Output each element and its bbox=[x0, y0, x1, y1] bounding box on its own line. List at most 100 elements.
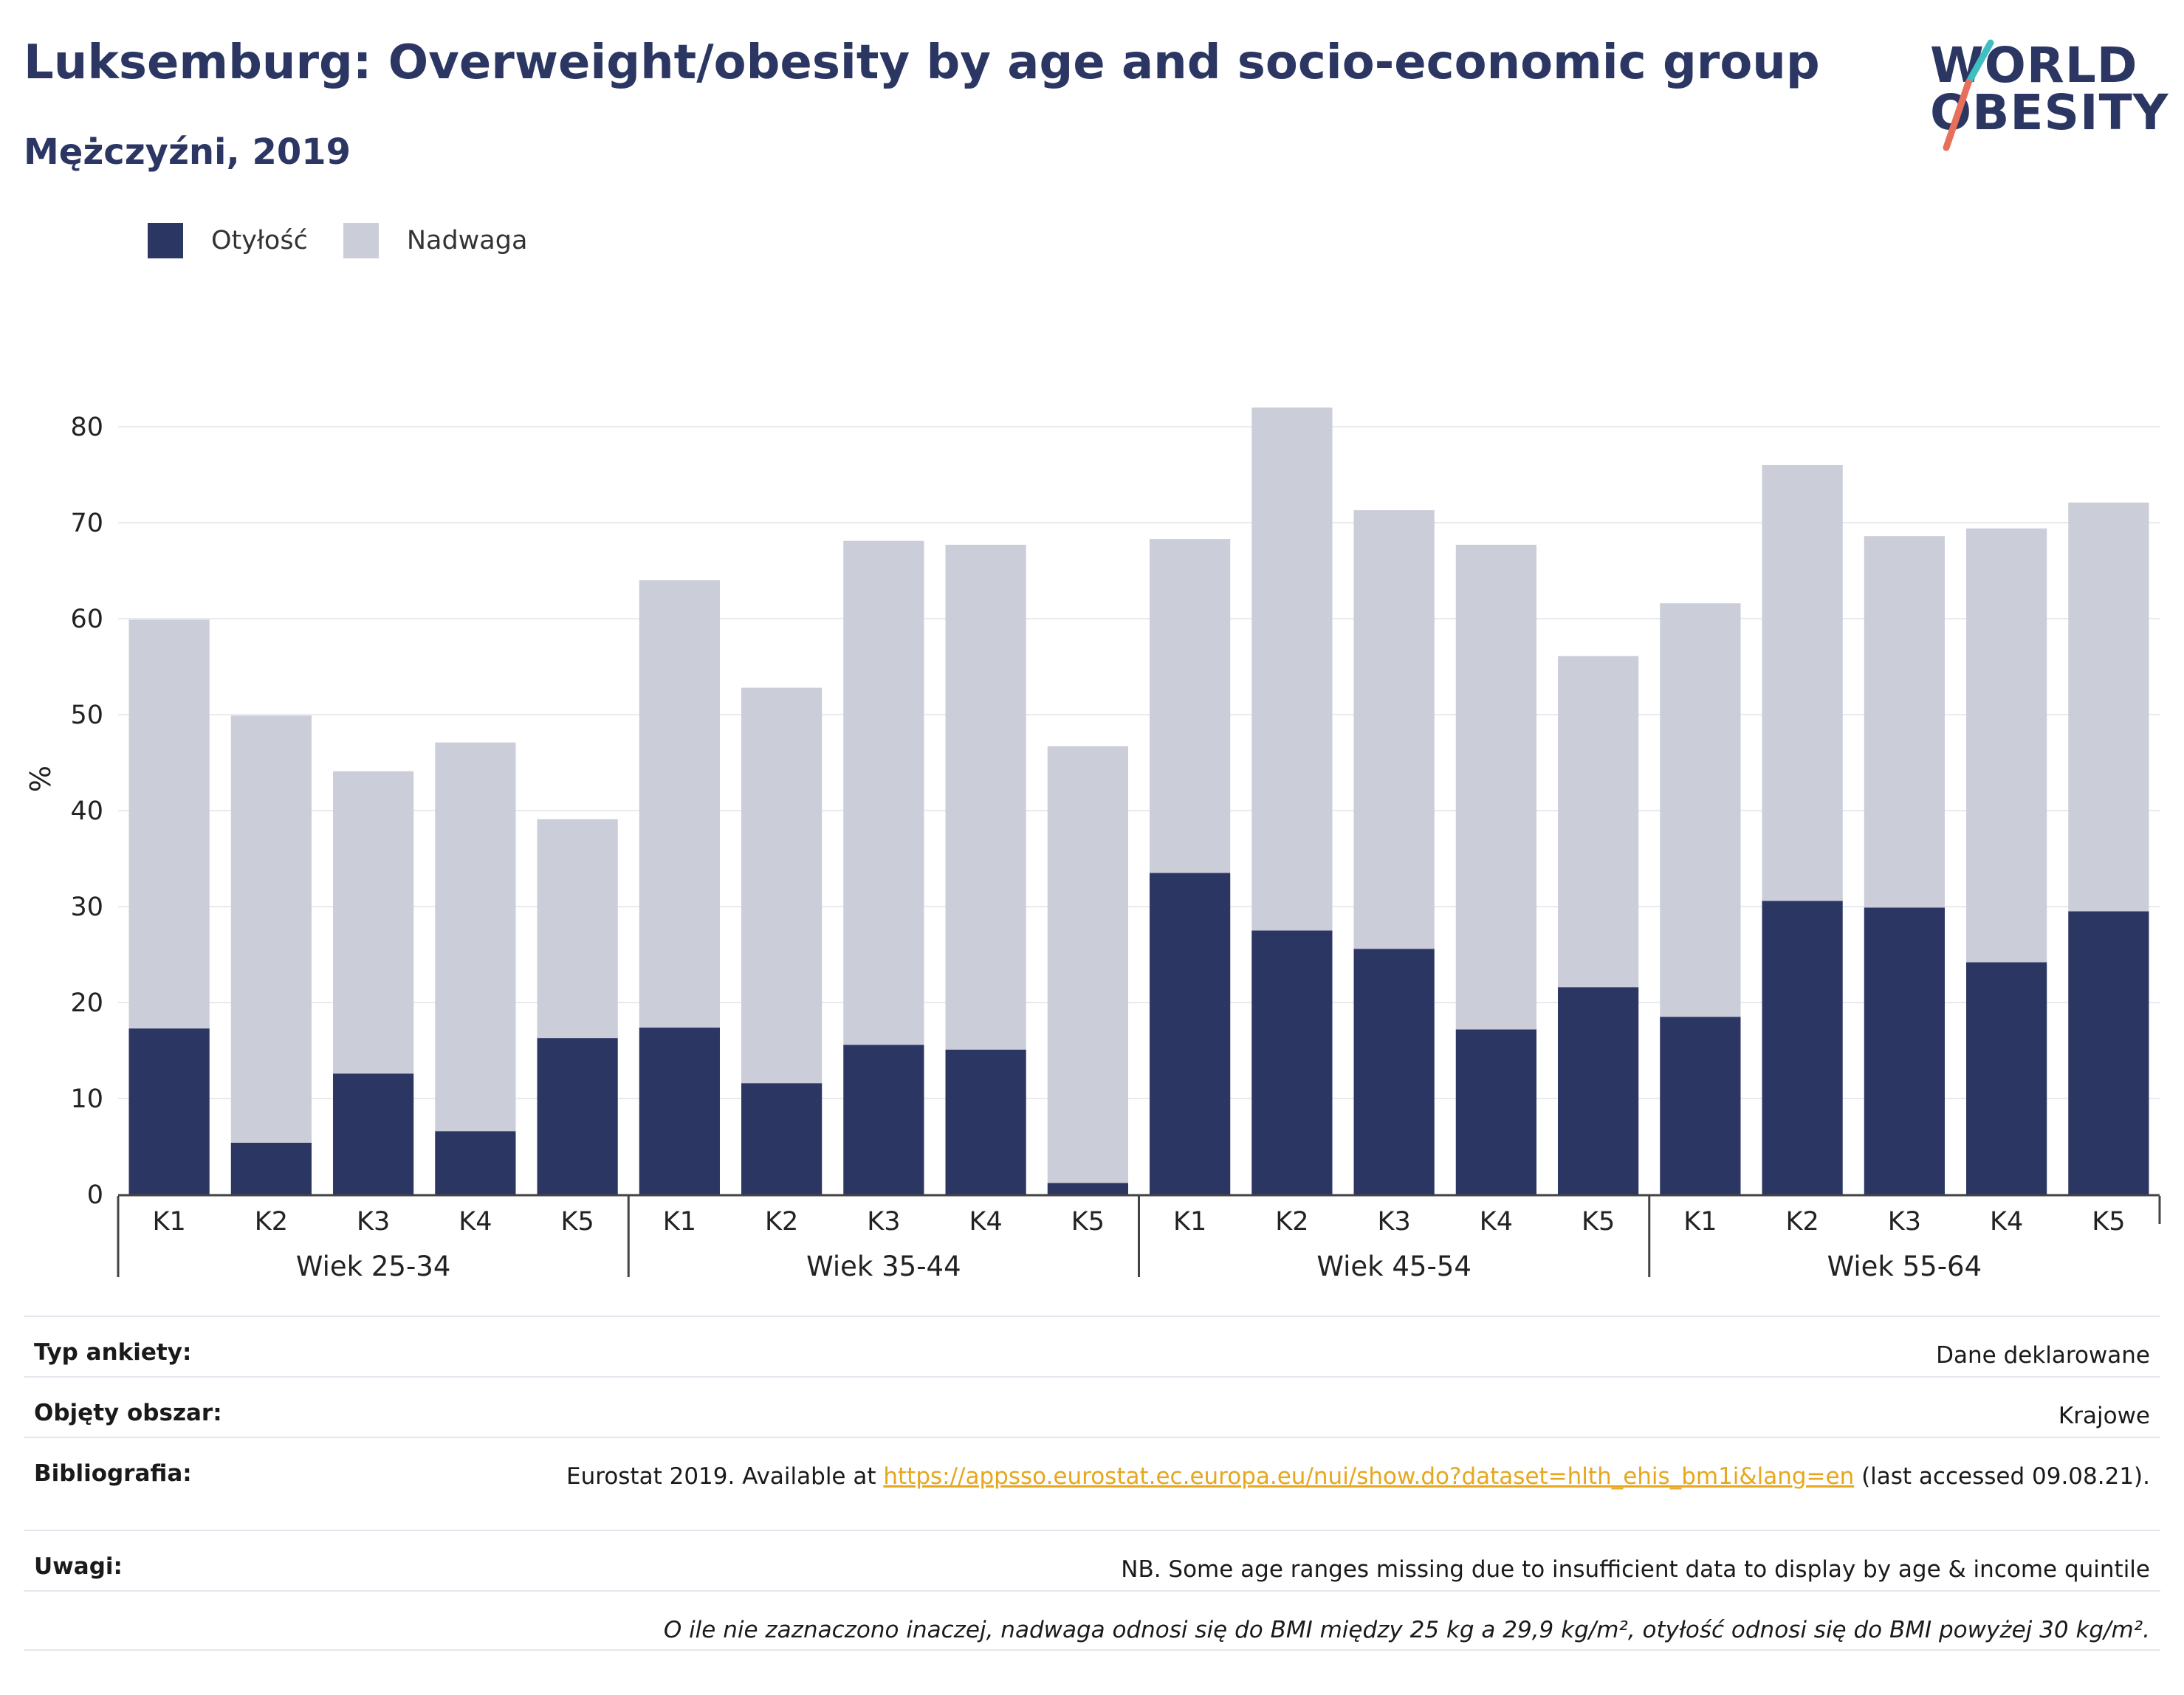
bar-overweight bbox=[1251, 408, 1333, 931]
bar-obesity bbox=[1660, 1017, 1741, 1194]
bar-obesity bbox=[843, 1045, 924, 1194]
bar-obesity bbox=[230, 1142, 312, 1194]
group-label: Wiek 45-54 bbox=[1316, 1251, 1472, 1282]
info-row-bibliography: Bibliografia: Eurostat 2019. Available a… bbox=[24, 1437, 2160, 1530]
info-value-survey-type: Dane deklarowane bbox=[1936, 1342, 2150, 1369]
bar-obesity bbox=[333, 1073, 414, 1194]
bar-obesity bbox=[1864, 907, 1945, 1194]
info-value-coverage: Krajowe bbox=[2058, 1403, 2150, 1429]
logo-line-2: OBESITY bbox=[1930, 84, 2169, 141]
group-label: Wiek 35-44 bbox=[806, 1251, 961, 1282]
bar-overweight bbox=[435, 742, 516, 1132]
bar-overweight bbox=[741, 687, 823, 1084]
bar-overweight bbox=[333, 771, 414, 1074]
x-tick-label: K3 bbox=[867, 1207, 900, 1237]
logo-slash-icon bbox=[1943, 39, 1994, 151]
bar-obesity bbox=[2068, 911, 2149, 1194]
y-tick-label: 10 bbox=[70, 1084, 103, 1114]
x-tick-label: K3 bbox=[1378, 1207, 1411, 1237]
world-obesity-logo: WORLD OBESITY bbox=[1920, 37, 2168, 155]
bar-overweight bbox=[1558, 656, 1639, 988]
bar-overweight bbox=[945, 544, 1026, 1050]
x-tick-label: K5 bbox=[2092, 1207, 2125, 1237]
bar-overweight bbox=[1660, 603, 1741, 1017]
bar-obesity bbox=[1455, 1029, 1536, 1194]
x-tick-label: K1 bbox=[663, 1207, 696, 1237]
x-tick-label: K5 bbox=[1582, 1207, 1615, 1237]
x-tick-label: K5 bbox=[561, 1207, 594, 1237]
bar-obesity bbox=[128, 1028, 210, 1194]
info-row-survey-type: Typ ankiety: Dane deklarowane bbox=[24, 1316, 2160, 1376]
bar-overweight bbox=[1762, 465, 1843, 901]
bar-overweight bbox=[230, 715, 312, 1143]
legend-swatch-overweight bbox=[343, 223, 379, 258]
bar-overweight bbox=[1864, 536, 1945, 908]
y-axis-label: % bbox=[24, 766, 57, 792]
bibliography-suffix: (last accessed 09.08.21). bbox=[1854, 1463, 2150, 1490]
y-tick-label: 80 bbox=[70, 413, 103, 442]
info-row-notes: Uwagi: NB. Some age ranges missing due t… bbox=[24, 1530, 2160, 1590]
bar-obesity bbox=[1251, 930, 1333, 1194]
x-tick-label: K4 bbox=[1480, 1207, 1513, 1237]
x-tick-label: K2 bbox=[765, 1207, 798, 1237]
bar-obesity bbox=[1762, 901, 1843, 1194]
bar-obesity bbox=[1150, 873, 1231, 1194]
bar-obesity bbox=[639, 1027, 720, 1194]
bar-obesity bbox=[741, 1083, 823, 1194]
info-label-notes: Uwagi: bbox=[34, 1553, 123, 1580]
x-tick-label: K1 bbox=[1683, 1207, 1717, 1237]
legend-swatch-obesity bbox=[148, 223, 183, 258]
info-table: Typ ankiety: Dane deklarowane Objęty obs… bbox=[24, 1316, 2160, 1651]
bar-obesity bbox=[1558, 987, 1639, 1194]
bar-overweight bbox=[2068, 502, 2149, 912]
chart-subtitle: Mężczyźni, 2019 bbox=[24, 131, 351, 173]
legend-item-obesity[interactable]: Otyłość bbox=[148, 223, 308, 258]
bar-overweight bbox=[1353, 510, 1435, 949]
x-tick-label: K5 bbox=[1071, 1207, 1105, 1237]
bar-overweight bbox=[1047, 746, 1128, 1183]
bar-overweight bbox=[639, 580, 720, 1028]
x-tick-label: K2 bbox=[1275, 1207, 1308, 1237]
legend-label-obesity: Otyłość bbox=[211, 226, 308, 255]
x-tick-label: K4 bbox=[969, 1207, 1003, 1237]
bar-obesity bbox=[1353, 949, 1435, 1194]
legend-item-overweight[interactable]: Nadwaga bbox=[343, 223, 528, 258]
x-tick-label: K4 bbox=[1990, 1207, 2023, 1237]
info-value-notes: NB. Some age ranges missing due to insuf… bbox=[1121, 1556, 2150, 1583]
y-tick-label: 70 bbox=[70, 509, 103, 538]
x-tick-label: K2 bbox=[1786, 1207, 1819, 1237]
bibliography-prefix: Eurostat 2019. Available at bbox=[566, 1463, 884, 1490]
info-value-bibliography: Eurostat 2019. Available at https://apps… bbox=[566, 1460, 2150, 1493]
chart-legend: Otyłość Nadwaga bbox=[148, 221, 563, 260]
bar-obesity bbox=[1047, 1183, 1128, 1194]
x-tick-label: K3 bbox=[1888, 1207, 1921, 1237]
x-tick-label: K2 bbox=[255, 1207, 288, 1237]
x-tick-label: K1 bbox=[153, 1207, 186, 1237]
y-tick-label: 40 bbox=[70, 797, 103, 826]
info-row-definition: O ile nie zaznaczono inaczej, nadwaga od… bbox=[24, 1590, 2160, 1651]
definition-note: O ile nie zaznaczono inaczej, nadwaga od… bbox=[663, 1617, 2150, 1643]
x-tick-label: K4 bbox=[459, 1207, 492, 1237]
info-row-coverage: Objęty obszar: Krajowe bbox=[24, 1376, 2160, 1437]
bar-obesity bbox=[1966, 962, 2047, 1194]
y-tick-label: 0 bbox=[87, 1180, 103, 1210]
bar-obesity bbox=[435, 1131, 516, 1194]
x-tick-label: K1 bbox=[1173, 1207, 1206, 1237]
bar-overweight bbox=[1150, 539, 1231, 873]
x-tick-label: K3 bbox=[357, 1207, 390, 1237]
bar-overweight bbox=[843, 540, 924, 1045]
info-label-coverage: Objęty obszar: bbox=[34, 1400, 222, 1426]
bar-overweight bbox=[537, 819, 618, 1039]
y-tick-label: 30 bbox=[70, 893, 103, 922]
bar-overweight bbox=[128, 619, 210, 1029]
stacked-bar-chart: 0 10 20 30 40 50 60 70 80% K1 K2 K3 K4 K5 Wiek 25-34 K1… bbox=[24, 408, 2161, 1282]
info-label-bibliography: Bibliografia: bbox=[34, 1460, 192, 1487]
y-tick-label: 20 bbox=[70, 989, 103, 1018]
legend-label-overweight: Nadwaga bbox=[406, 226, 528, 255]
bibliography-link[interactable]: https://appsso.eurostat.ec.europa.eu/nui… bbox=[883, 1463, 1855, 1490]
bar-overweight bbox=[1455, 544, 1536, 1030]
bar-overweight bbox=[1966, 528, 2047, 963]
y-tick-label: 50 bbox=[70, 701, 103, 730]
group-label: Wiek 55-64 bbox=[1827, 1251, 1982, 1282]
y-tick-label: 60 bbox=[70, 605, 103, 634]
